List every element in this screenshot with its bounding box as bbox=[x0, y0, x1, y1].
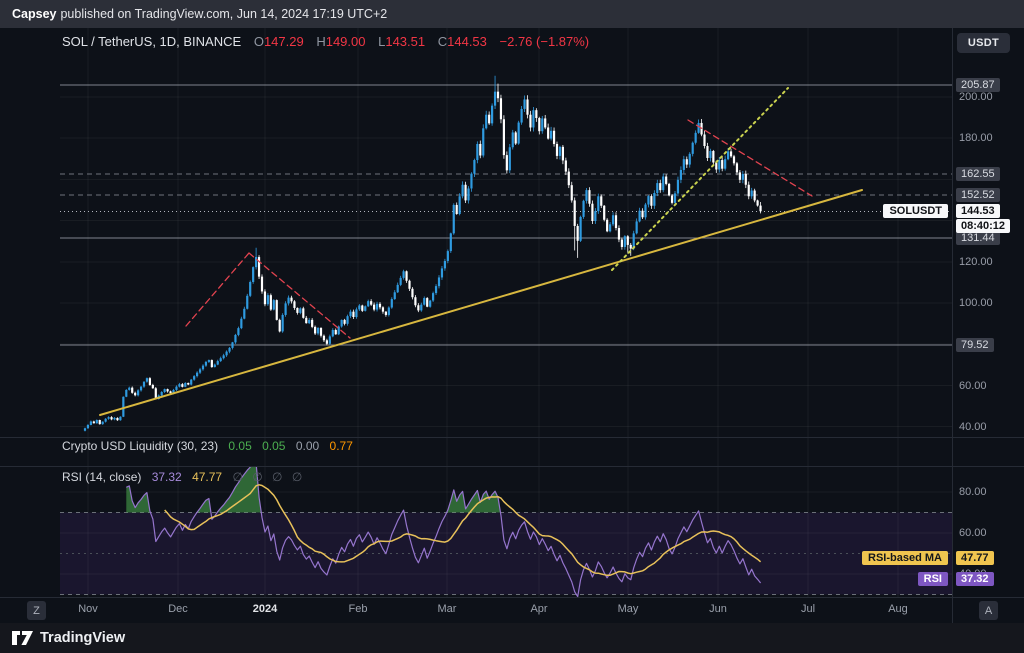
rsi-empty-values: ∅ ∅ ∅ ∅ bbox=[232, 470, 306, 484]
high-value: 149.00 bbox=[325, 34, 366, 49]
price-axis-label: 60.00 bbox=[959, 380, 987, 392]
rsi-label-tag: RSI bbox=[917, 572, 948, 586]
time-axis-label: Dec bbox=[168, 603, 188, 615]
price-axis[interactable]: 08:40:12 47.77 37.32 205.87 200.00 180.00 1… bbox=[952, 28, 1024, 623]
symbol-title[interactable]: SOL / TetherUS, 1D, BINANCE bbox=[62, 34, 242, 49]
rsi-ma-value: 47.77 bbox=[192, 470, 223, 484]
rsi-ma-value-tag: 47.77 bbox=[956, 551, 994, 565]
time-axis-label: Jul bbox=[800, 603, 816, 615]
attribution-text: published on TradingView.com, Jun 14, 20… bbox=[60, 7, 388, 21]
rsi-ma-label-tag: RSI-based MA bbox=[862, 551, 948, 565]
time-axis-label: 2024 bbox=[252, 603, 278, 615]
panel-divider-price-liquidity[interactable] bbox=[0, 437, 1024, 438]
low-value: 143.51 bbox=[385, 34, 426, 49]
low-label: L bbox=[378, 34, 386, 49]
timezone-button[interactable]: Z bbox=[27, 601, 46, 620]
liquidity-value-1: 0.05 bbox=[228, 439, 252, 453]
adjust-scale-button[interactable]: A bbox=[979, 601, 998, 620]
close-label: C bbox=[437, 34, 448, 49]
price-axis-label: 60.00 bbox=[959, 527, 987, 539]
high-label: H bbox=[316, 34, 326, 49]
liquidity-title[interactable]: Crypto USD Liquidity (30, 23) bbox=[62, 439, 219, 453]
panel-divider-rsi-timeaxis bbox=[0, 597, 1024, 598]
open-label: O bbox=[253, 34, 264, 49]
currency-toggle-button[interactable]: USDT bbox=[956, 33, 1010, 53]
price-level-tag: 162.55 bbox=[956, 167, 1000, 181]
price-axis-label: 180.00 bbox=[959, 132, 993, 144]
price-axis-label: 100.00 bbox=[959, 297, 993, 309]
liquidity-value-3: 0.00 bbox=[295, 439, 320, 453]
current-price-tag: 144.53 bbox=[956, 204, 1000, 218]
close-value: 144.53 bbox=[447, 34, 487, 49]
price-axis-label: 200.00 bbox=[959, 91, 993, 103]
price-level-tag: 152.52 bbox=[956, 188, 1000, 202]
panel-divider-liquidity-rsi[interactable] bbox=[0, 466, 1024, 467]
liquidity-value-4: 0.77 bbox=[329, 439, 353, 453]
price-level-tag: 79.52 bbox=[956, 338, 994, 352]
time-axis-label: Jun bbox=[709, 603, 727, 615]
change-value: −2.76 (−1.87%) bbox=[499, 34, 590, 49]
candlestick-series bbox=[83, 75, 762, 432]
price-axis-label: 80.00 bbox=[959, 486, 987, 498]
grid bbox=[60, 28, 952, 597]
price-level-tag: 205.87 bbox=[956, 78, 1000, 92]
time-axis[interactable]: Nov Dec 2024 Feb Mar Apr May Jun Jul Aug bbox=[0, 597, 952, 623]
time-axis-label: Feb bbox=[348, 603, 368, 615]
open-value: 147.29 bbox=[263, 34, 304, 49]
rsi-title[interactable]: RSI (14, close) bbox=[62, 470, 142, 484]
time-axis-label: Apr bbox=[530, 603, 548, 615]
price-level-tag: 131.44 bbox=[956, 231, 1000, 245]
attribution-author: Capsey bbox=[12, 7, 57, 21]
price-axis-border bbox=[952, 28, 953, 623]
price-axis-label: 120.00 bbox=[959, 256, 993, 268]
countdown-tag: 08:40:12 bbox=[956, 219, 1011, 233]
rsi-line bbox=[126, 466, 762, 597]
rsi-value-tag: 37.32 bbox=[956, 572, 994, 586]
rsi-ma-line bbox=[164, 484, 762, 577]
time-axis-label: Nov bbox=[78, 603, 98, 615]
attribution-bar: Capsey published on TradingView.com, Jun … bbox=[0, 0, 1024, 28]
liquidity-value-2: 0.05 bbox=[262, 439, 286, 453]
footer-brand-text[interactable]: TradingView bbox=[40, 630, 126, 646]
price-axis-label: 40.00 bbox=[959, 421, 987, 433]
tradingview-logo-icon[interactable] bbox=[12, 631, 33, 645]
symbol-name-tag: SOLUSDT bbox=[883, 204, 948, 218]
footer-bar: TradingView bbox=[0, 623, 1024, 653]
liquidity-panel-header: Crypto USD Liquidity (30, 23) 0.05 0.05 … bbox=[62, 439, 353, 453]
rsi-value: 37.32 bbox=[151, 470, 182, 484]
chart-canvas[interactable] bbox=[0, 28, 952, 623]
time-axis-label: Mar bbox=[437, 603, 457, 615]
chart-legend: SOL / TetherUS, 1D, BINANCE O147.29 H149… bbox=[62, 34, 589, 49]
time-axis-label: Aug bbox=[888, 603, 908, 615]
time-axis-label: May bbox=[617, 603, 639, 615]
rsi-panel-header: RSI (14, close) 37.32 47.77 ∅ ∅ ∅ ∅ bbox=[62, 470, 305, 484]
